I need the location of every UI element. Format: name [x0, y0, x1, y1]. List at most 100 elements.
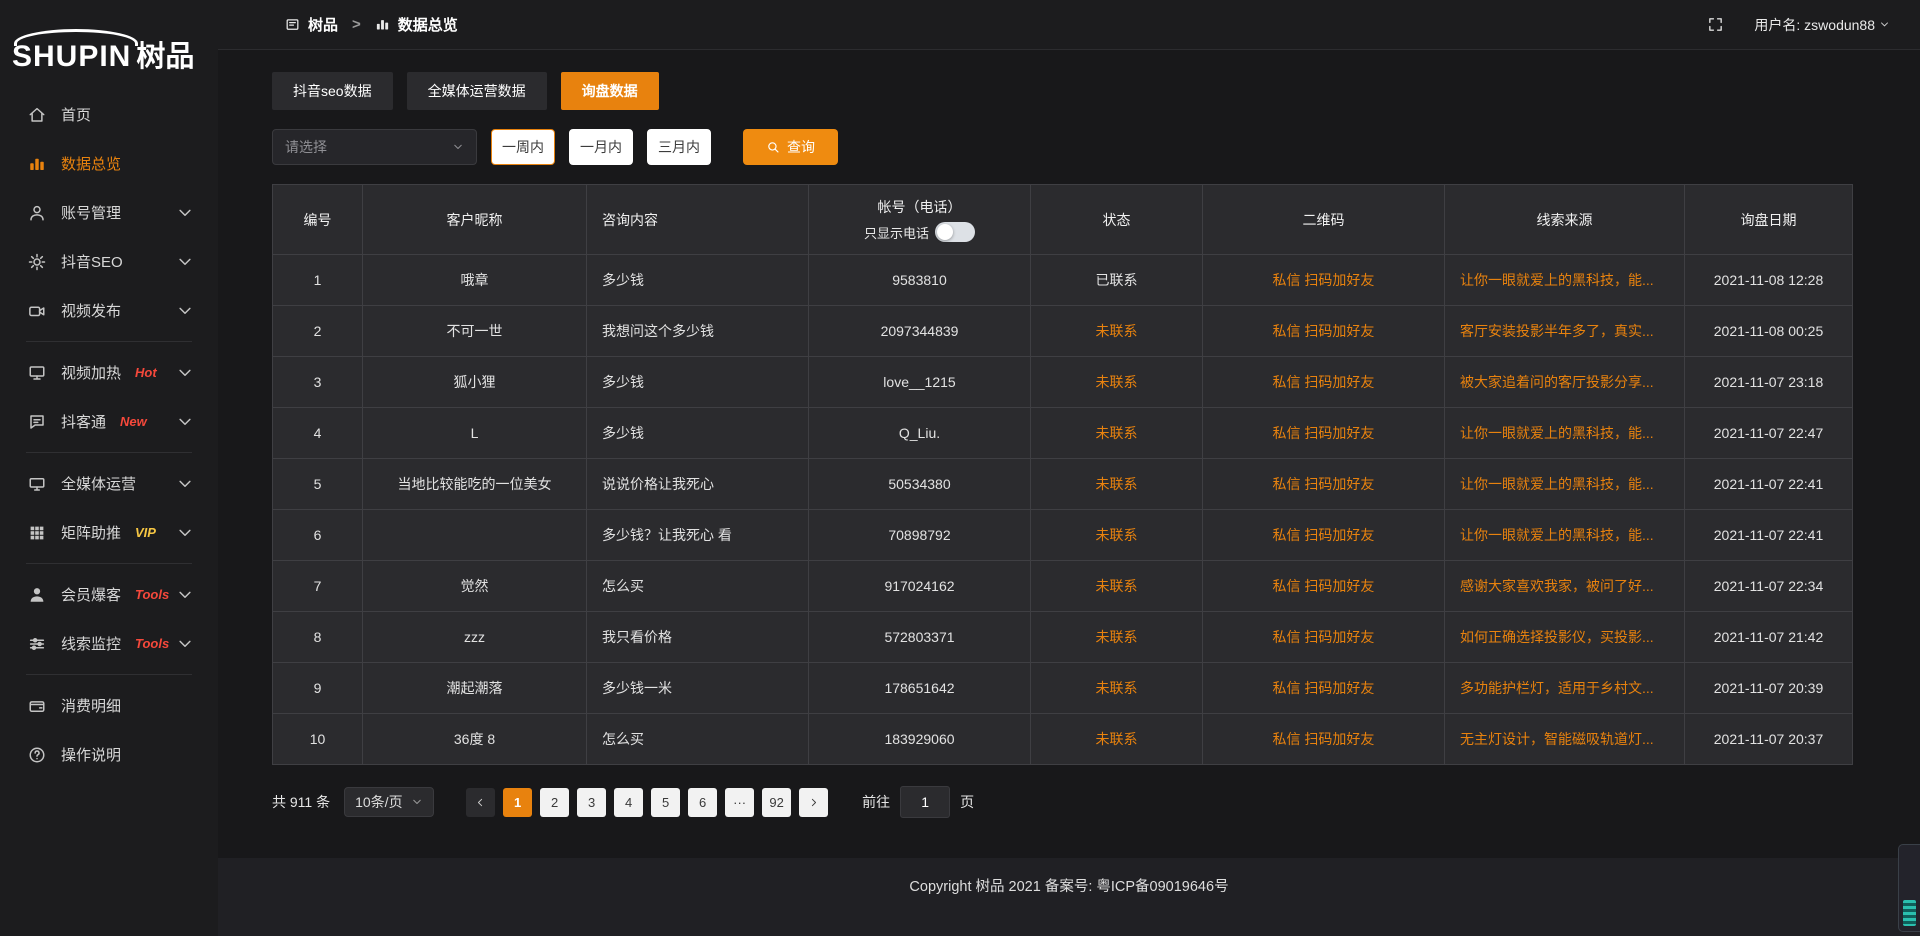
sidebar-item-clue-monitor[interactable]: 线索监控 Tools: [0, 619, 218, 668]
sidebar-item-data-overview[interactable]: 数据总览: [0, 139, 218, 188]
sidebar-item-home[interactable]: 首页: [0, 90, 218, 139]
col-source: 线索来源: [1444, 184, 1685, 255]
cell-date: 2021-11-07 22:41: [1684, 509, 1853, 561]
table-row: 5 当地比较能吃的一位美女 说说价格让我死心 50534380 未联系 私信 扫码加好友让…: [272, 458, 1853, 510]
sidebar-item-operation-guide[interactable]: 操作说明: [0, 730, 218, 779]
sidebar-item-account-management[interactable]: 账号管理: [0, 188, 218, 237]
cell-qrcode-links[interactable]: 私信 扫码加好友: [1202, 611, 1445, 663]
sidebar-item-label: 数据总览: [61, 156, 122, 173]
page-button-3[interactable]: 3: [577, 787, 607, 817]
range-quarter-button[interactable]: 三月内: [647, 129, 711, 165]
cell-qrcode-links[interactable]: 私信 扫码加好友: [1202, 254, 1445, 306]
sidebar-item-label: 线索监控: [61, 636, 122, 653]
tab-bar: 抖音seo数据 全媒体运营数据 询盘数据: [272, 72, 1850, 110]
main-area: 树品 > 数据总览 用户名: zswodun88 抖音seo数据 全媒体运营数据…: [218, 0, 1920, 936]
cell-status: 未联系: [1030, 356, 1203, 408]
range-week-button[interactable]: 一周内: [491, 129, 555, 165]
sidebar-item-consumption-detail[interactable]: 消费明细: [0, 681, 218, 730]
cell-source-link[interactable]: 让你一眼就爱上的黑科技，能...: [1444, 509, 1685, 561]
chevron-down-icon: [452, 141, 464, 153]
cell-source-link[interactable]: 客厅安装投影半年多了，真实...: [1444, 305, 1685, 357]
sidebar-item-badge: Tools: [135, 587, 170, 602]
tab-media-ops-data[interactable]: 全媒体运营数据: [406, 72, 547, 110]
goto-page-input[interactable]: [900, 786, 951, 818]
cell-qrcode-links[interactable]: 私信 扫码加好友: [1202, 407, 1445, 459]
sidebar-item-media-operation[interactable]: 全媒体运营: [0, 459, 218, 508]
cell-source-link[interactable]: 让你一眼就爱上的黑科技，能...: [1444, 407, 1685, 459]
breadcrumb: 树品 > 数据总览: [285, 14, 458, 35]
page-button-4[interactable]: 4: [614, 787, 644, 817]
cell-account: 178651642: [808, 662, 1031, 714]
cell-content: 怎么买: [586, 560, 809, 612]
cell-qrcode-links[interactable]: 私信 扫码加好友: [1202, 713, 1445, 765]
sidebar-divider: [26, 563, 192, 564]
cell-status: 未联系: [1030, 611, 1203, 663]
prev-page-button[interactable]: [466, 787, 496, 817]
cell-source-link[interactable]: 感谢大家喜欢我家，被问了好...: [1444, 560, 1685, 612]
cell-source-link[interactable]: 让你一眼就爱上的黑科技，能...: [1444, 458, 1685, 510]
tab-inquiry-data[interactable]: 询盘数据: [560, 72, 659, 110]
cell-source-link[interactable]: 被大家追着问的客厅投影分享...: [1444, 356, 1685, 408]
col-qrcode: 二维码: [1202, 184, 1445, 255]
sidebar-item-douketong[interactable]: 抖客通 New: [0, 397, 218, 446]
fullscreen-icon[interactable]: [1707, 16, 1724, 33]
chat-icon: [28, 413, 46, 431]
cell-nickname: 当地比较能吃的一位美女: [362, 458, 587, 510]
sidebar-item-video-heating[interactable]: 视频加热 Hot: [0, 348, 218, 397]
next-page-button[interactable]: [799, 787, 829, 817]
breadcrumb-item-root[interactable]: 树品: [308, 17, 339, 34]
sidebar-divider: [26, 452, 192, 453]
cell-source-link[interactable]: 让你一眼就爱上的黑科技，能...: [1444, 254, 1685, 306]
cell-content: 多少钱: [586, 254, 809, 306]
tab-douyin-seo-data[interactable]: 抖音seo数据: [272, 72, 393, 110]
sidebar: SHUPIN 树品 首页数据总览账号管理 抖音SEO 视频发布视频加热 Hot 抖客通 N…: [0, 0, 218, 936]
cell-status: 未联系: [1030, 662, 1203, 714]
bar-chart-icon: [375, 17, 390, 32]
col-id: 编号: [272, 184, 363, 255]
page-size-select[interactable]: 10条/页: [344, 787, 435, 817]
sidebar-item-douyin-seo[interactable]: 抖音SEO: [0, 237, 218, 286]
chevron-down-icon: [1879, 19, 1890, 30]
cell-date: 2021-11-07 23:18: [1684, 356, 1853, 408]
cell-content: 怎么买: [586, 713, 809, 765]
brand-logo[interactable]: SHUPIN 树品: [0, 0, 218, 78]
service-widget[interactable]: [1898, 844, 1920, 932]
chevron-down-icon: [176, 253, 194, 271]
cell-source-link[interactable]: 无主灯设计，智能磁吸轨道灯...: [1444, 713, 1685, 765]
page-button-92[interactable]: 92: [762, 787, 792, 817]
sidebar-item-label: 视频加热: [61, 365, 122, 382]
grid-icon: [28, 524, 46, 542]
cell-source-link[interactable]: 多功能护栏灯，适用于乡村文...: [1444, 662, 1685, 714]
page-button-1[interactable]: 1: [503, 787, 533, 817]
keyword-select-placeholder: 请选择: [285, 139, 327, 155]
phone-only-toggle[interactable]: [935, 222, 975, 242]
sidebar-item-matrix-boost[interactable]: 矩阵助推 VIP: [0, 508, 218, 557]
content: 抖音seo数据 全媒体运营数据 询盘数据 请选择 一周内 一月内 三月内 查询: [218, 50, 1920, 858]
sidebar-item-video-publish[interactable]: 视频发布: [0, 286, 218, 335]
cell-source-link[interactable]: 如何正确选择投影仪，买投影...: [1444, 611, 1685, 663]
user-menu[interactable]: 用户名: zswodun88: [1754, 15, 1890, 35]
cell-qrcode-links[interactable]: 私信 扫码加好友: [1202, 509, 1445, 561]
table-row: 3 狐小狸 多少钱 love__1215 未联系 私信 扫码加好友 被大家追着问的客厅投影分…: [272, 356, 1853, 408]
page-button-6[interactable]: 6: [688, 787, 718, 817]
cell-content: 我想问这个多少钱: [586, 305, 809, 357]
cell-qrcode-links[interactable]: 私信 扫码加好友: [1202, 458, 1445, 510]
chevron-right-icon: [808, 797, 819, 808]
range-month-button[interactable]: 一月内: [569, 129, 633, 165]
cell-qrcode-links[interactable]: 私信 扫码加好友: [1202, 305, 1445, 357]
page-button-5[interactable]: 5: [651, 787, 681, 817]
page-ellipsis-button[interactable]: ···: [725, 787, 755, 817]
cell-account: 572803371: [808, 611, 1031, 663]
cell-id: 2: [272, 305, 363, 357]
cell-qrcode-links[interactable]: 私信 扫码加好友: [1202, 662, 1445, 714]
cell-qrcode-links[interactable]: 私信 扫码加好友: [1202, 356, 1445, 408]
cell-qrcode-links[interactable]: 私信 扫码加好友: [1202, 560, 1445, 612]
cell-date: 2021-11-07 20:37: [1684, 713, 1853, 765]
keyword-select[interactable]: 请选择: [272, 129, 477, 165]
cell-nickname: zzz: [362, 611, 587, 663]
search-button[interactable]: 查询: [743, 129, 838, 165]
sidebar-item-member-burst[interactable]: 会员爆客 Tools: [0, 570, 218, 619]
page-button-2[interactable]: 2: [540, 787, 570, 817]
